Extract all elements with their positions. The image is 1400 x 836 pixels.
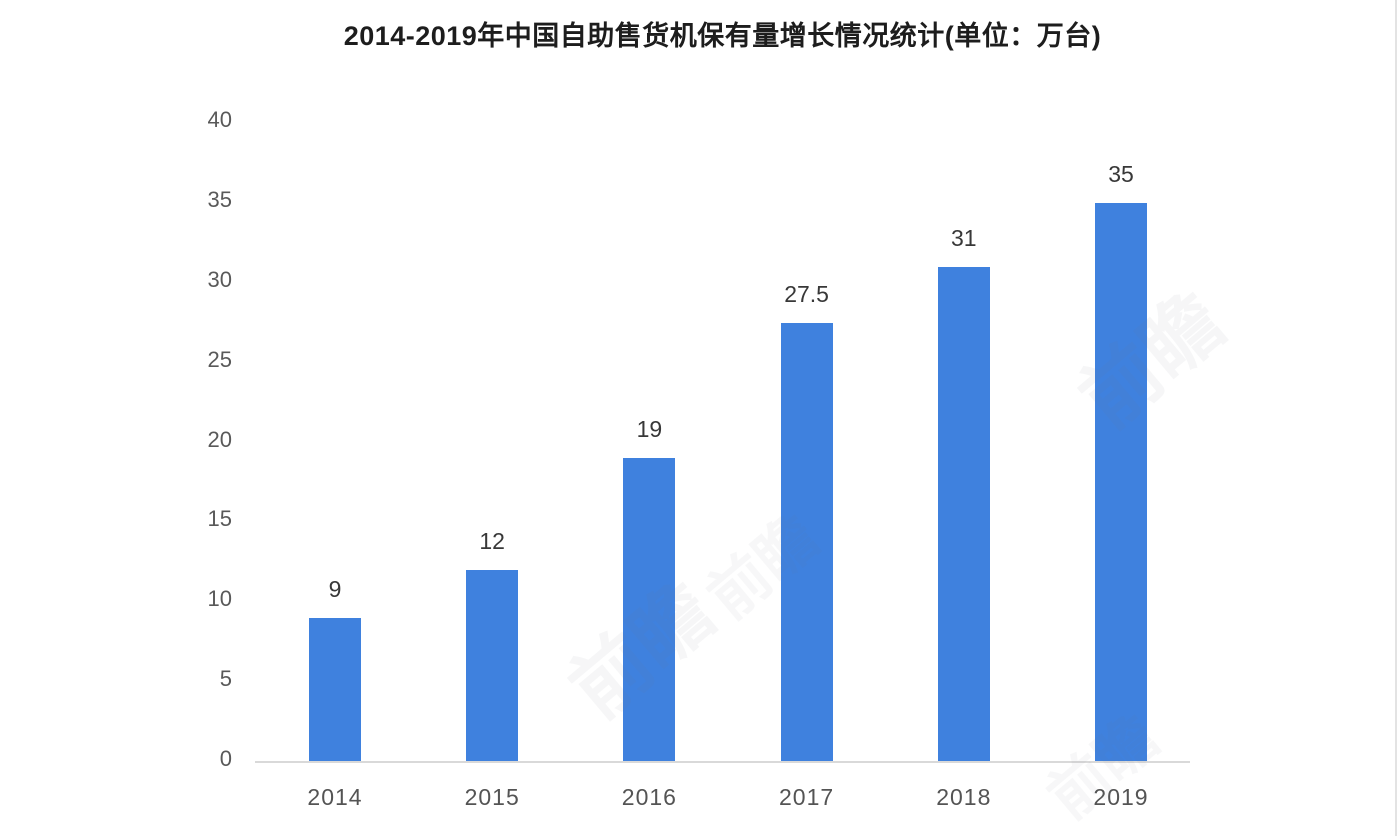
x-axis-tick-label: 2019 xyxy=(1093,784,1149,810)
x-axis-line xyxy=(255,761,1190,763)
bar-value-label: 9 xyxy=(328,576,342,603)
bar-value-label: 19 xyxy=(636,416,663,443)
bar-value-label: 31 xyxy=(951,224,977,251)
chart-title: 2014-2019年中国自助售货机保有量增长情况统计(单位：万台) xyxy=(343,21,1102,51)
y-axis-tick-label: 25 xyxy=(207,346,232,372)
x-axis-tick-label: 2016 xyxy=(621,784,677,810)
bar-2019 xyxy=(1095,202,1147,762)
image-right-edge-line xyxy=(1395,0,1397,836)
bar-2016 xyxy=(623,458,676,762)
y-axis-tick-label: 10 xyxy=(207,586,232,612)
x-axis-tick-label: 2017 xyxy=(779,784,835,810)
y-axis-tick-label: 35 xyxy=(207,186,232,212)
bar-value-label: 35 xyxy=(1108,160,1134,187)
y-axis-tick-label: 20 xyxy=(207,426,232,452)
watermark-text: 前瞻 xyxy=(1063,276,1240,445)
x-axis-tick-label: 2014 xyxy=(307,784,363,810)
bar-value-label: 12 xyxy=(479,528,505,555)
y-axis-tick-label: 15 xyxy=(207,506,232,532)
bar-2018 xyxy=(937,266,990,762)
bar-2014 xyxy=(309,618,361,762)
x-axis-tick-label: 2015 xyxy=(464,784,520,810)
bar-value-label: 27.5 xyxy=(784,280,829,307)
y-axis-tick-label: 5 xyxy=(219,666,232,692)
x-axis-tick-label: 2018 xyxy=(936,784,992,810)
y-axis-tick-label: 0 xyxy=(219,746,232,771)
bar-2017 xyxy=(780,322,833,762)
y-axis-tick-label: 40 xyxy=(207,107,232,132)
bar-2015 xyxy=(466,570,519,762)
y-axis-tick-label: 30 xyxy=(207,266,232,292)
